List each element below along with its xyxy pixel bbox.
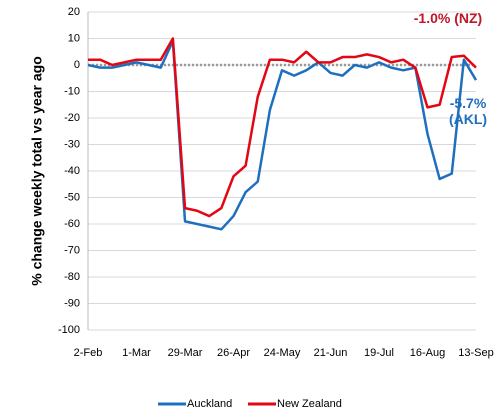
- annotation: -5.7% (AKL): [448, 95, 488, 127]
- x-tick-label: 13-Sep: [458, 347, 493, 359]
- legend-label: Auckland: [187, 398, 232, 410]
- y-tick-label: -20: [64, 112, 80, 124]
- y-tick-label: -50: [64, 191, 80, 203]
- x-tick-label: 26-Apr: [217, 347, 250, 359]
- x-tick-label: 16-Aug: [410, 347, 445, 359]
- x-tick-label: 21-Jun: [314, 347, 348, 359]
- y-tick-label: -100: [58, 324, 80, 336]
- x-tick-label: 2-Feb: [74, 347, 103, 359]
- legend-label: New Zealand: [277, 398, 342, 410]
- y-tick-label: -80: [64, 271, 80, 283]
- y-tick-label: 20: [68, 6, 80, 18]
- y-tick-label: -30: [64, 138, 80, 150]
- x-tick-label: 29-Mar: [168, 347, 203, 359]
- annotation: -1.0% (NZ): [413, 10, 483, 26]
- x-tick-label: 24-May: [264, 347, 301, 359]
- y-tick-label: -70: [64, 244, 80, 256]
- x-tick-label: 19-Jul: [364, 347, 394, 359]
- series-line: [88, 37, 477, 218]
- y-axis-label: % change weekly total vs year ago: [29, 56, 45, 286]
- y-tick-label: -90: [64, 297, 80, 309]
- x-tick-label: 1-Mar: [122, 347, 151, 359]
- y-tick-label: 0: [74, 59, 80, 71]
- y-tick-label: -40: [64, 165, 80, 177]
- series-line: [87, 39, 478, 231]
- y-tick-label: 10: [68, 32, 80, 44]
- y-tick-label: -60: [64, 218, 80, 230]
- y-tick-label: -10: [64, 85, 80, 97]
